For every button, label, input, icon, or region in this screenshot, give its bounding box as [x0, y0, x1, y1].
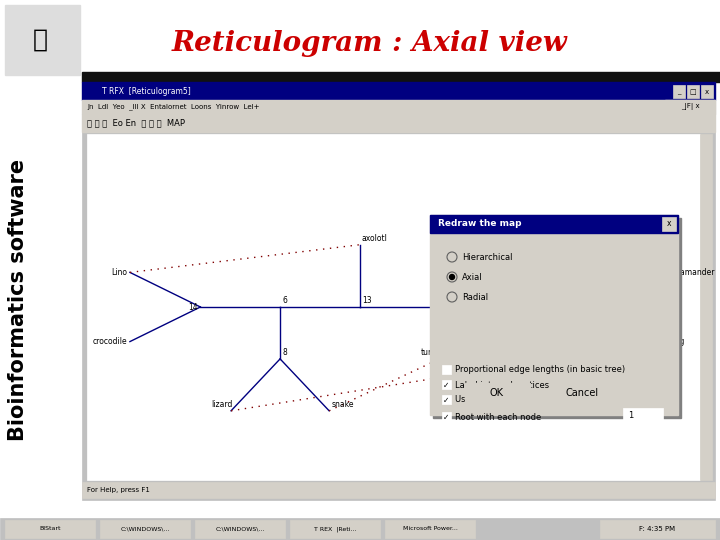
Text: x: x: [705, 89, 709, 95]
Bar: [5, 5, 80, 75]
Bar: [430, 215, 678, 233]
Bar: [673, 85, 685, 98]
Text: Hierarchical: Hierarchical: [462, 253, 513, 261]
Text: frog: frog: [670, 337, 685, 346]
Bar: [665, 100, 715, 114]
Text: snake: snake: [331, 400, 354, 409]
Text: _|F| x: _|F| x: [680, 104, 699, 111]
Bar: [662, 217, 676, 231]
Text: Redraw the map: Redraw the map: [438, 219, 521, 228]
Text: crocodile: crocodile: [92, 337, 127, 346]
Text: Root with each node: Root with each node: [455, 413, 541, 422]
Text: turtle: turtle: [421, 348, 443, 357]
Circle shape: [447, 292, 457, 302]
Bar: [433, 218, 681, 418]
Text: T REX  |Reti...: T REX |Reti...: [314, 526, 356, 532]
Bar: [442, 412, 451, 421]
Text: Proportional edge lengths (in basic tree): Proportional edge lengths (in basic tree…: [455, 366, 625, 375]
Text: C:\WINDOWS\...: C:\WINDOWS\...: [215, 526, 265, 531]
Bar: [440, 235, 668, 355]
Text: 10: 10: [593, 302, 602, 312]
Bar: [82, 114, 715, 132]
Text: T RFX  [Reticulogram5]: T RFX [Reticulogram5]: [102, 86, 191, 96]
Text: 🦖: 🦖: [32, 28, 48, 52]
Text: Use real names: Use real names: [455, 395, 521, 404]
Bar: [82, 82, 715, 100]
Text: 1: 1: [521, 296, 526, 305]
Text: 6: 6: [282, 296, 287, 305]
Bar: [600, 520, 715, 538]
Text: Bioinformatics software: Bioinformatics software: [8, 159, 28, 441]
Text: Reticulogram : Axial view: Reticulogram : Axial view: [172, 30, 568, 57]
Text: 12: 12: [441, 296, 451, 305]
Bar: [5, 520, 95, 538]
Bar: [82, 482, 715, 498]
Circle shape: [447, 272, 457, 282]
Text: Axial: Axial: [462, 273, 482, 281]
Bar: [0, 518, 720, 540]
Text: □: □: [690, 89, 696, 95]
Bar: [82, 82, 715, 500]
Bar: [195, 520, 285, 538]
Text: For Help, press F1: For Help, press F1: [87, 487, 150, 493]
Bar: [385, 520, 475, 538]
Bar: [442, 365, 451, 374]
Text: 🗂 💾 💾  Eo En  🏠 🏠 🏠  MAP: 🗂 💾 💾 Eo En 🏠 🏠 🏠 MAP: [87, 118, 185, 127]
Text: Microsoft Power...: Microsoft Power...: [402, 526, 457, 531]
Text: Jn  Ldl  Yeo  _lll X  Entalornet  Loons  Yinrow  Lel+: Jn Ldl Yeo _lll X Entalornet Loons Yinro…: [87, 104, 259, 110]
Text: 13: 13: [361, 296, 372, 305]
Bar: [430, 215, 678, 415]
Text: ✓: ✓: [443, 381, 449, 389]
Circle shape: [447, 252, 457, 262]
Text: Cancel: Cancel: [565, 388, 598, 398]
Text: OK: OK: [490, 388, 504, 398]
Text: 14: 14: [188, 302, 197, 312]
Text: salamander: salamander: [670, 268, 715, 277]
Bar: [550, 383, 615, 403]
Text: _: _: [678, 89, 680, 95]
Bar: [290, 520, 380, 538]
Text: lizard: lizard: [212, 400, 233, 409]
Bar: [87, 134, 700, 480]
Bar: [687, 85, 699, 98]
Text: ✓: ✓: [443, 413, 449, 422]
Bar: [82, 72, 720, 82]
Text: 8: 8: [282, 348, 287, 357]
Bar: [701, 85, 713, 98]
Text: Lino: Lino: [111, 268, 127, 277]
Bar: [100, 520, 190, 538]
Bar: [442, 380, 451, 389]
Circle shape: [449, 274, 454, 280]
Text: Label internal vertices: Label internal vertices: [455, 381, 549, 389]
Bar: [700, 134, 712, 480]
Bar: [623, 408, 663, 422]
Text: BIStart: BIStart: [40, 526, 60, 531]
Text: F: 4:35 PM: F: 4:35 PM: [639, 526, 675, 532]
Bar: [468, 385, 527, 401]
Bar: [82, 100, 715, 114]
Bar: [442, 395, 451, 404]
Text: 1: 1: [628, 410, 634, 420]
Text: x: x: [667, 219, 671, 228]
Text: axolotl: axolotl: [361, 234, 387, 242]
Text: C:\WINDOWS\...: C:\WINDOWS\...: [120, 526, 170, 531]
Text: ✓: ✓: [443, 395, 449, 404]
Bar: [465, 383, 530, 403]
Text: Radial: Radial: [462, 293, 488, 301]
